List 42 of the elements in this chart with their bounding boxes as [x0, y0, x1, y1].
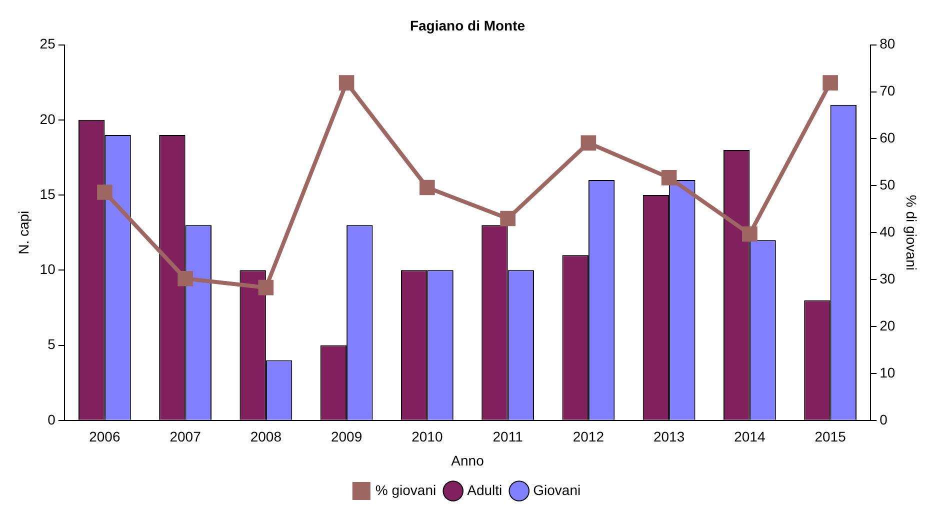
point [742, 226, 758, 242]
y2-tick-label: 10 [880, 364, 896, 380]
y2-tick-label: 20 [880, 317, 896, 334]
y2-tick-label: 30 [880, 270, 896, 286]
x-tick-label: 2013 [653, 428, 685, 445]
x-tick-label: 2008 [250, 428, 282, 445]
y2-tick-label: 0 [880, 411, 888, 428]
y-tick-label: 5 [48, 336, 56, 352]
x-tick-label: 2006 [89, 428, 120, 445]
legend-label: % giovani [375, 482, 436, 498]
y-tick-label: 20 [40, 110, 56, 127]
x-tick-label: 2011 [492, 428, 524, 445]
x-axis-title: Anno [451, 452, 484, 468]
y-tick-label: 10 [40, 261, 56, 278]
chart-title: Fagiano di Monte [410, 17, 526, 34]
y-tick-label: 15 [40, 186, 56, 202]
x-tick-label: 2015 [814, 428, 846, 445]
point [258, 280, 274, 296]
y-tick-label: 25 [40, 36, 56, 52]
legend-label: Adulti [467, 482, 502, 498]
point [178, 270, 193, 286]
y-tick-label: 0 [48, 411, 56, 428]
x-tick-label: 2010 [412, 428, 443, 445]
point [661, 170, 677, 186]
legend-label: Giovani [533, 482, 581, 498]
point [338, 75, 354, 90]
point [580, 135, 596, 151]
point [420, 180, 435, 196]
y2-axis-title: % di giovani [904, 194, 920, 270]
x-tick-label: 2012 [572, 428, 604, 445]
y2-tick-label: 70 [880, 82, 896, 99]
y2-tick-label: 60 [880, 130, 896, 146]
y2-tick-label: 40 [880, 223, 896, 240]
point [822, 75, 838, 90]
x-tick-label: 2009 [330, 428, 362, 445]
x-tick-label: 2014 [734, 428, 766, 445]
y2-tick-label: 50 [880, 176, 896, 193]
point [500, 210, 516, 226]
y2-tick-label: 80 [880, 36, 896, 52]
y-axis-title: N. capi [15, 210, 32, 254]
point [97, 184, 112, 200]
x-tick-label: 2007 [170, 428, 202, 445]
